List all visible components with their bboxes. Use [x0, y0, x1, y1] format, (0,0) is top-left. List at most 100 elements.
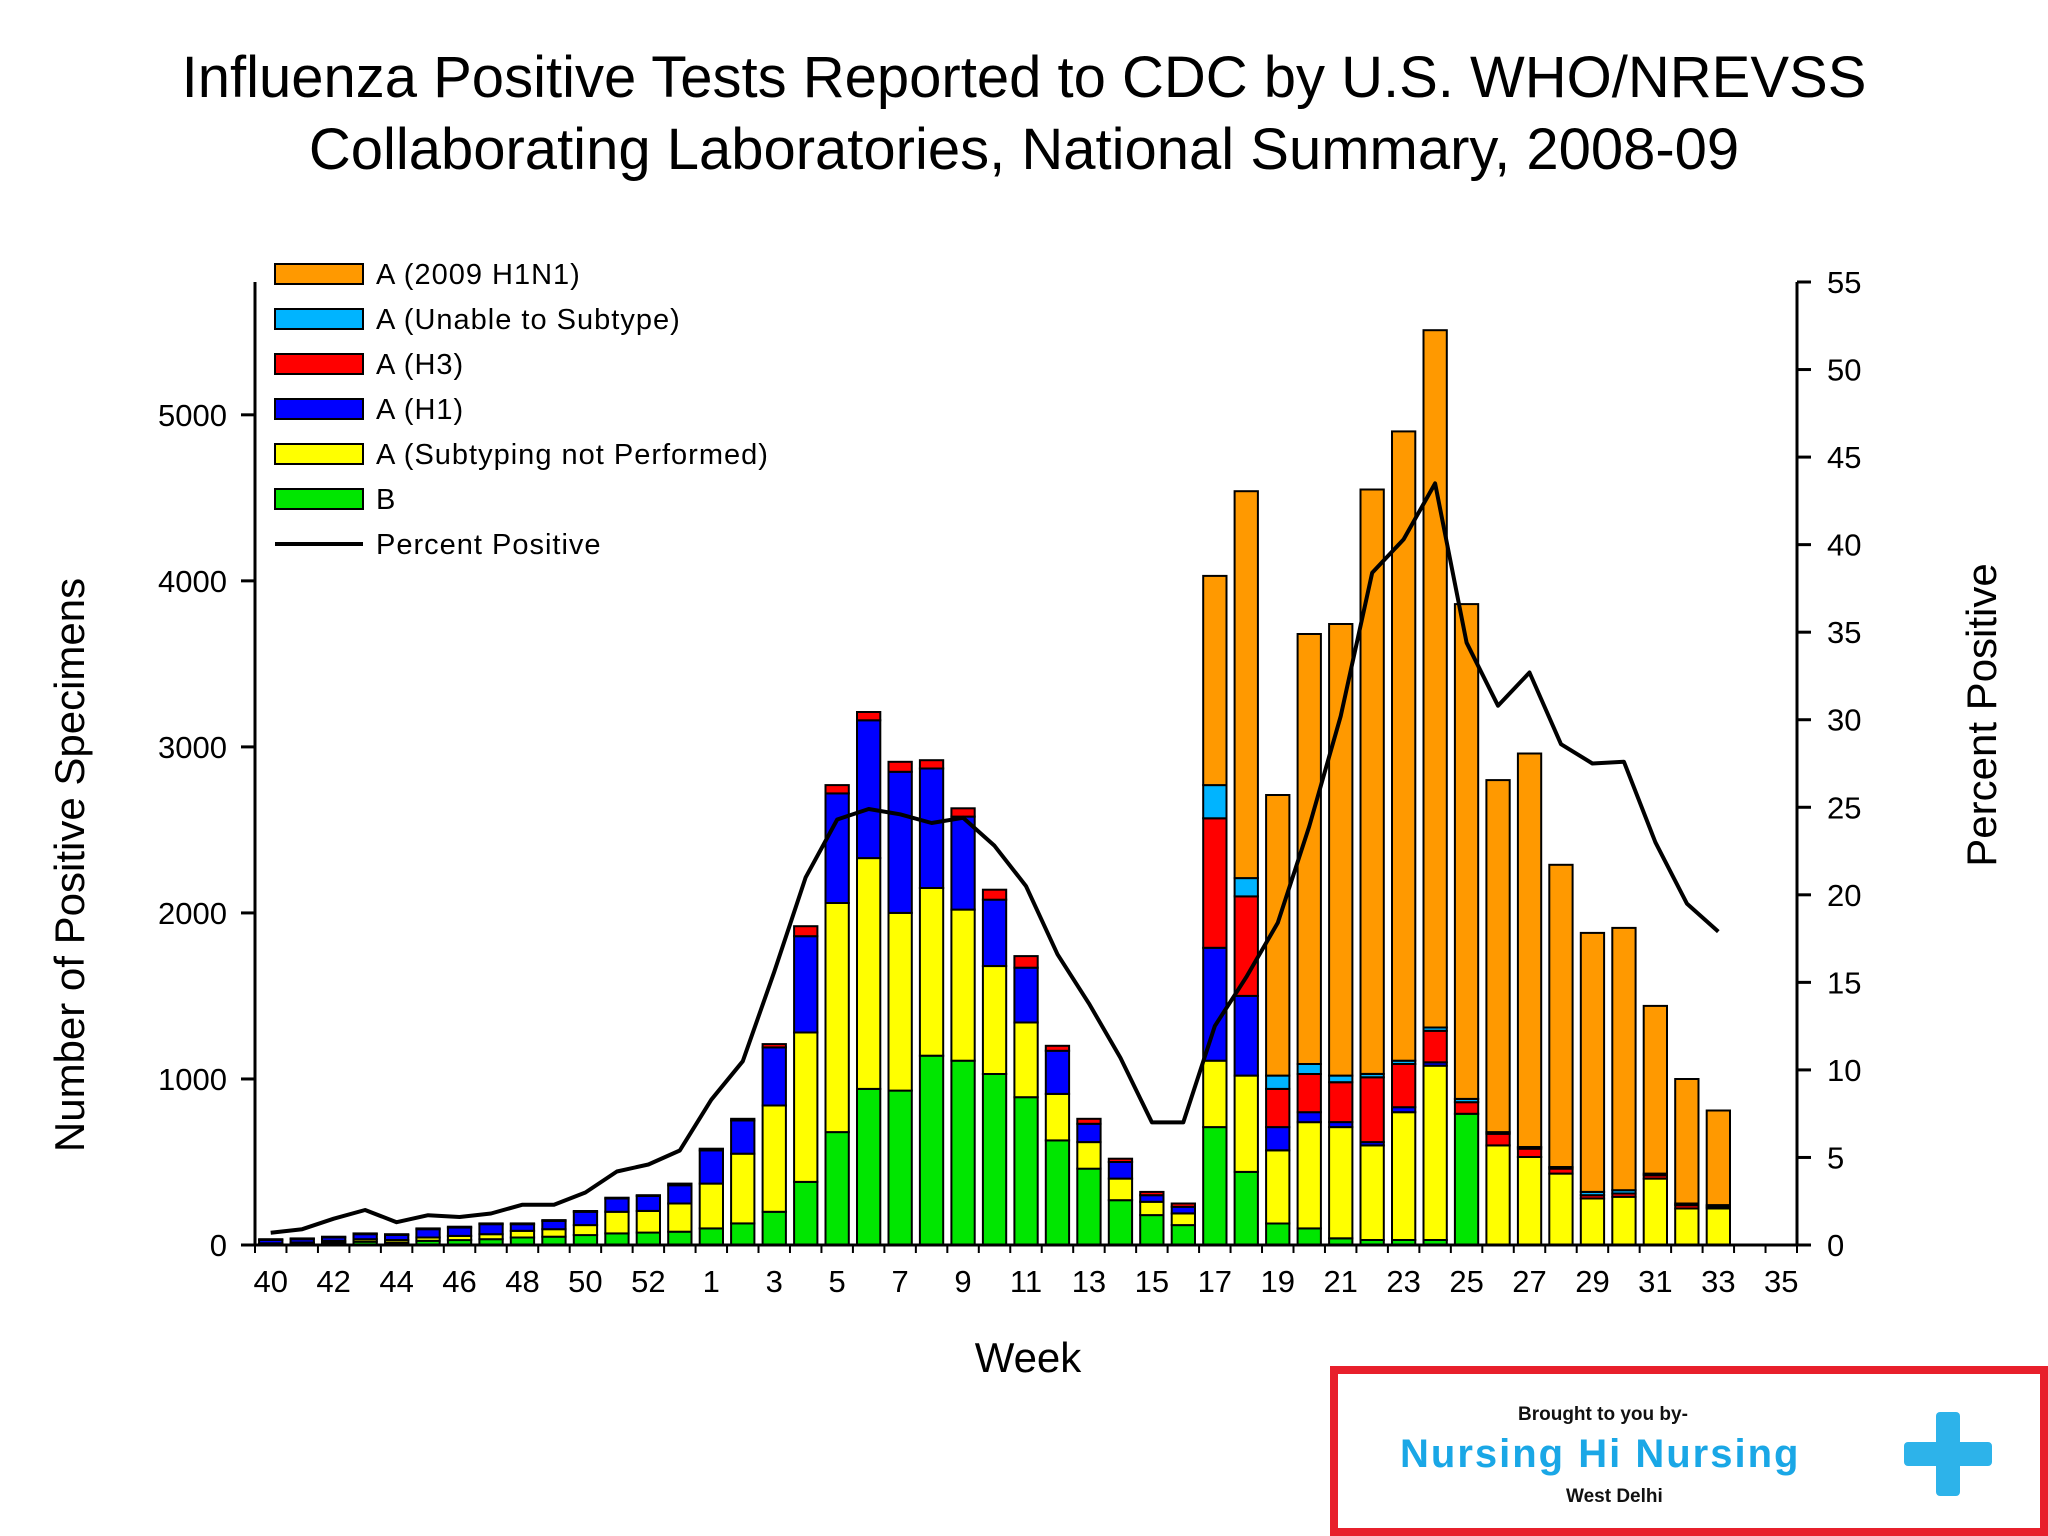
x-tick-label: 31	[1638, 1264, 1672, 1299]
bar-week-21-series-1	[1328, 1126, 1354, 1240]
bar-week-9-series-0	[950, 1059, 976, 1246]
bar-week-52-series-1	[635, 1210, 662, 1234]
x-tick-label: 27	[1512, 1264, 1546, 1299]
legend-swatch	[274, 443, 364, 465]
bar-week-30-series-1	[1611, 1195, 1637, 1247]
bar-week-44-series-3	[384, 1233, 410, 1236]
bar-week-5-series-3	[824, 784, 850, 795]
y2-tick-label: 30	[1827, 703, 1861, 738]
bar-week-49-series-1	[541, 1228, 567, 1238]
legend-swatch	[274, 353, 364, 375]
bar-week-28-series-1	[1548, 1172, 1574, 1246]
chart-title-line1: Influenza Positive Tests Reported to CDC…	[181, 45, 1867, 110]
x-tick-label: 52	[631, 1264, 665, 1299]
bar-week-24-series-1	[1422, 1064, 1448, 1241]
bar-week-32-series-1	[1674, 1207, 1700, 1246]
y2-tick-label: 55	[1827, 265, 1861, 300]
bar-week-51-series-3	[604, 1196, 630, 1200]
bar-week-16-series-1	[1170, 1212, 1196, 1227]
bar-week-20-series-1	[1296, 1121, 1322, 1230]
x-tick-label: 13	[1072, 1264, 1106, 1299]
x-tick-label: 33	[1701, 1264, 1735, 1299]
bar-week-47-series-2	[478, 1223, 504, 1236]
y-tick-label: 4000	[158, 564, 227, 599]
legend-swatch	[274, 488, 364, 510]
bar-week-18-series-0	[1233, 1170, 1259, 1247]
bar-week-4-series-2	[793, 935, 819, 1034]
bar-week-49-series-3	[541, 1219, 567, 1222]
bar-week-9-series-2	[950, 815, 976, 911]
bar-week-53-series-1	[667, 1202, 693, 1233]
x-tick-label: 25	[1449, 1264, 1483, 1299]
bar-week-27-series-1	[1516, 1156, 1543, 1246]
bar-week-5-series-0	[824, 1131, 850, 1246]
bar-week-19-series-5	[1265, 794, 1291, 1077]
bar-week-3-series-0	[761, 1210, 787, 1247]
bar-week-13-series-1	[1076, 1141, 1102, 1170]
bar-week-13-series-0	[1076, 1167, 1102, 1246]
bar-week-41-series-3	[289, 1237, 315, 1241]
x-tick-label: 21	[1323, 1264, 1357, 1299]
bar-group	[258, 329, 1731, 1247]
percent-positive-line-group	[270, 481, 1720, 1235]
x-tick-label: 29	[1575, 1264, 1609, 1299]
bar-week-52-series-0	[635, 1231, 662, 1246]
y2-tick-label: 5	[1827, 1140, 1844, 1175]
bar-week-24-series-3	[1422, 1029, 1448, 1064]
chart-title-line2: Collaborating Laboratories, National Sum…	[308, 117, 1740, 182]
x-tick-label: 40	[253, 1264, 287, 1299]
legend-label: A (2009 H1N1)	[376, 259, 581, 291]
x-tick-label: 44	[379, 1264, 413, 1299]
bar-week-26-series-3	[1485, 1132, 1511, 1147]
bar-week-7-series-2	[887, 770, 913, 914]
legend-label: A (H3)	[376, 349, 464, 381]
bar-week-30-series-5	[1611, 926, 1637, 1192]
bar-week-9-series-3	[950, 807, 976, 818]
bar-week-53-series-3	[667, 1182, 693, 1187]
bar-week-52-series-2	[635, 1195, 662, 1212]
x-tick-label: 15	[1135, 1264, 1169, 1299]
bar-week-2-series-1	[730, 1152, 756, 1225]
bar-week-2-series-0	[730, 1222, 756, 1247]
bar-week-50-series-2	[572, 1210, 599, 1227]
bar-week-1-series-2	[698, 1149, 725, 1185]
bar-week-17-series-3	[1202, 817, 1228, 949]
y-tick-label: 5000	[158, 398, 227, 433]
x-tick-label: 17	[1198, 1264, 1232, 1299]
legend-label: A (Subtyping not Performed)	[376, 439, 769, 471]
bar-week-9-series-1	[950, 908, 976, 1062]
bar-week-20-series-0	[1296, 1227, 1322, 1247]
bar-week-12-series-3	[1044, 1044, 1071, 1052]
bar-week-22-series-3	[1359, 1076, 1385, 1144]
bar-week-10-series-2	[981, 898, 1008, 967]
bar-week-28-series-5	[1548, 863, 1574, 1168]
bar-week-6-series-1	[856, 857, 882, 1090]
bar-week-13-series-2	[1076, 1122, 1102, 1144]
bar-week-19-series-0	[1265, 1222, 1291, 1247]
bar-week-3-series-2	[761, 1046, 787, 1107]
x-tick-label: 35	[1764, 1264, 1798, 1299]
bar-week-15-series-1	[1139, 1200, 1165, 1217]
y2-tick-label: 10	[1827, 1053, 1861, 1088]
bar-week-10-series-0	[981, 1073, 1008, 1246]
bar-week-33-series-5	[1705, 1109, 1731, 1207]
x-tick-label: 42	[316, 1264, 350, 1299]
bar-week-45-series-3	[415, 1227, 441, 1231]
legend-swatch	[274, 263, 364, 285]
bar-week-24-series-5	[1422, 329, 1448, 1029]
y2-axis-title: Percent Positive	[1958, 563, 2005, 866]
x-tick-label: 23	[1386, 1264, 1420, 1299]
bar-week-19-series-2	[1265, 1126, 1291, 1152]
bar-week-50-series-1	[572, 1224, 599, 1237]
bar-week-25-series-0	[1453, 1112, 1480, 1247]
bar-week-12-series-0	[1044, 1139, 1071, 1247]
bar-week-50-series-3	[572, 1210, 599, 1213]
x-tick-label: 9	[954, 1264, 971, 1299]
bar-week-19-series-3	[1265, 1087, 1291, 1129]
medical-cross-icon	[1904, 1412, 1992, 1496]
promo-byline: Brought to you by-	[1518, 1404, 1688, 1425]
bar-week-19-series-1	[1265, 1149, 1291, 1225]
bar-week-14-series-2	[1107, 1161, 1134, 1180]
bar-week-18-series-3	[1233, 895, 1259, 997]
